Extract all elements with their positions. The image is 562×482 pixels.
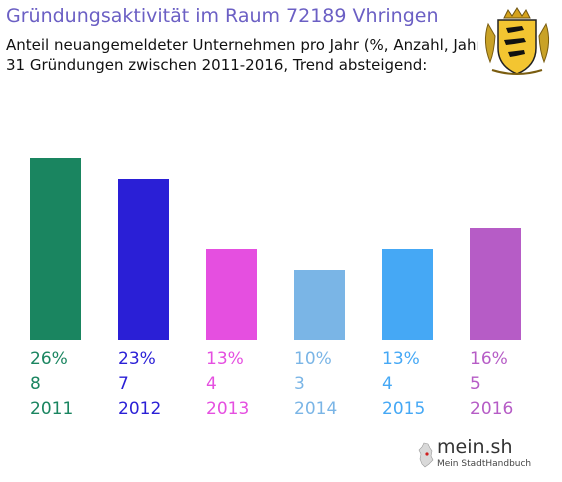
logo-name: mein.sh bbox=[437, 436, 513, 458]
count-label-2015: 4 bbox=[382, 374, 393, 394]
bar-2015 bbox=[382, 249, 433, 340]
count-label-2016: 5 bbox=[470, 374, 481, 394]
coat-of-arms-icon bbox=[478, 2, 556, 80]
germany-map-icon bbox=[418, 442, 434, 468]
count-label-2012: 7 bbox=[118, 374, 129, 394]
percent-label-2016: 16% bbox=[470, 349, 508, 369]
year-label-2011: 2011 bbox=[30, 399, 73, 419]
count-label-2011: 8 bbox=[30, 374, 41, 394]
count-label-2014: 3 bbox=[294, 374, 305, 394]
bar-2016 bbox=[470, 228, 521, 340]
percent-label-2012: 23% bbox=[118, 349, 156, 369]
chart-title: Gründungsaktivität im Raum 72189 Vhringe… bbox=[6, 5, 439, 27]
percent-label-2013: 13% bbox=[206, 349, 244, 369]
year-label-2012: 2012 bbox=[118, 399, 161, 419]
bar-2014 bbox=[294, 270, 345, 340]
logo-tagline: Mein StadtHandbuch bbox=[437, 459, 532, 469]
mein-sh-logo[interactable]: mein.sh Mein StadtHandbuch bbox=[416, 434, 556, 474]
chart-summary: 31 Gründungen zwischen 2011-2016, Trend … bbox=[6, 56, 428, 74]
bar-2012 bbox=[118, 179, 169, 340]
year-label-2016: 2016 bbox=[470, 399, 513, 419]
count-label-2013: 4 bbox=[206, 374, 217, 394]
bar-2013 bbox=[206, 249, 257, 340]
bar-group bbox=[30, 158, 521, 340]
percent-label-2014: 10% bbox=[294, 349, 332, 369]
year-label-2013: 2013 bbox=[206, 399, 249, 419]
bar-label-group: 26% 8 2011 23% 7 2012 13% 4 2013 10% 3 2014 13% 4 2015… bbox=[30, 349, 513, 419]
bar-2011 bbox=[30, 158, 81, 340]
year-label-2015: 2015 bbox=[382, 399, 425, 419]
chart-subtitle: Anteil neuangemeldeter Unternehmen pro J… bbox=[6, 36, 489, 54]
percent-label-2015: 13% bbox=[382, 349, 420, 369]
year-label-2014: 2014 bbox=[294, 399, 337, 419]
percent-label-2011: 26% bbox=[30, 349, 68, 369]
